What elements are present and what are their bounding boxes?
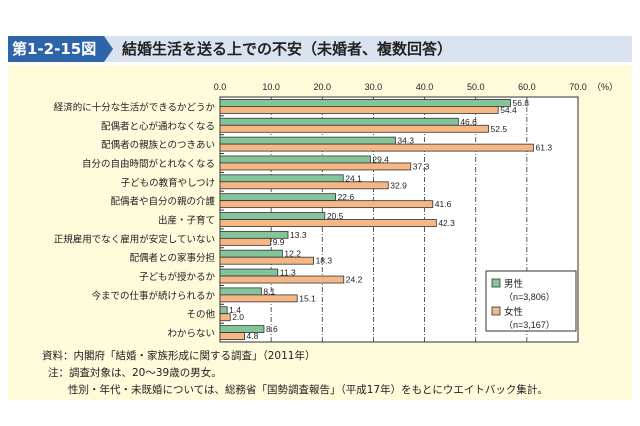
bar-male — [219, 306, 228, 315]
bar-female — [219, 256, 314, 265]
bar-female — [219, 294, 298, 303]
data-label: 37.3 — [413, 161, 430, 171]
category-label: 正規雇用でなく雇用が安定していない — [54, 233, 215, 245]
data-label: 32.9 — [390, 180, 407, 190]
bar-male — [219, 287, 262, 296]
data-label: 20.5 — [327, 211, 344, 221]
category-label: 自分の自由時間がとれなくなる — [82, 158, 215, 170]
bar-female — [219, 200, 434, 209]
data-label: 24.2 — [346, 275, 363, 285]
bar-female — [219, 124, 489, 133]
category-label: 経済的に十分な生活ができるかどうか — [54, 101, 216, 113]
unit-label: （%） — [592, 82, 618, 92]
category-label: 配偶者との家事分担 — [130, 252, 216, 264]
category-label: 配偶者と心が通わなくなる — [101, 120, 215, 132]
category-label: わからない — [167, 329, 215, 340]
bar-female — [219, 162, 412, 171]
bar-male — [219, 249, 283, 258]
data-label: 29.4 — [372, 154, 389, 164]
data-label: 8.1 — [263, 286, 275, 296]
data-label: 34.3 — [397, 136, 414, 146]
note-2: 性別・年代・未既婚については、総務省「国勢調査報告」（平成17年）をもとにウエイ… — [68, 384, 548, 396]
x-tick-label: 30.0 — [365, 82, 383, 92]
x-tick-label: 60.0 — [518, 82, 536, 92]
data-label: 24.1 — [345, 173, 362, 183]
legend-label: 男性 — [504, 278, 524, 290]
bar-male — [219, 212, 326, 220]
category-label: 配偶者や自分の親の介護 — [110, 196, 215, 208]
data-label: 54.4 — [500, 105, 517, 115]
figure-title: 結婚生活を送る上での不安（未婚者、複数回答） — [122, 40, 453, 58]
x-tick-label: 10.0 — [262, 82, 280, 92]
data-label: 2.0 — [232, 312, 244, 322]
bar-chart: 0.0 10.0 20.0 30.0 40.0 50.0 60.0 70.0 （%） 経済的に十分… — [54, 82, 618, 343]
figure-number: 第1-2-15図 — [8, 36, 104, 62]
bar-male — [219, 193, 336, 202]
figure-number-arrow — [104, 36, 113, 62]
bar-female — [219, 106, 499, 114]
legend-label: 女性 — [504, 306, 524, 318]
bar-male — [219, 99, 511, 107]
x-tick-label: 0.0 — [214, 82, 227, 92]
bar-female — [219, 143, 534, 152]
data-label: 56.8 — [512, 98, 529, 108]
legend — [485, 270, 577, 332]
data-label: 9.9 — [273, 237, 285, 247]
x-tick-label: 70.0 — [569, 82, 587, 92]
data-label: 13.3 — [290, 230, 307, 240]
x-tick-label: 40.0 — [416, 82, 434, 92]
data-label: 4.8 — [247, 331, 259, 341]
data-label: 11.3 — [280, 268, 296, 278]
bar-female — [219, 332, 245, 340]
data-label: 42.3 — [438, 218, 455, 228]
x-tick-label: 50.0 — [467, 82, 485, 92]
data-label: 18.3 — [316, 256, 333, 266]
data-label: 41.6 — [435, 199, 452, 209]
data-label: 46.6 — [460, 117, 477, 127]
legend-swatch — [491, 306, 501, 316]
legend-n-label: （n=3,167） — [504, 320, 555, 330]
data-label: 8.6 — [266, 324, 278, 334]
bar-female — [219, 313, 231, 322]
category-label: 今までの仕事が続けられるか — [91, 290, 215, 302]
bar-male — [219, 136, 396, 145]
legend-swatch — [491, 278, 501, 288]
data-label: 22.6 — [338, 192, 355, 202]
figure-header: 第1-2-15図 結婚生活を送る上での不安（未婚者、複数回答） — [8, 36, 632, 62]
note-1: 注：調査対象は、20～39歳の男女。 — [48, 367, 222, 379]
category-label: 子どもが授かるか — [139, 271, 216, 283]
chart-panel: 0.0 10.0 20.0 30.0 40.0 50.0 60.0 70.0 （%） 経済的に十分… — [8, 65, 632, 400]
bar-male — [219, 155, 371, 164]
bar-female — [219, 181, 389, 190]
category-label: その他 — [186, 309, 215, 321]
category-label: 子どもの教育やしつけ — [121, 177, 215, 189]
data-label: 12.2 — [284, 249, 301, 259]
data-label: 52.5 — [491, 124, 508, 134]
data-label: 61.3 — [536, 143, 553, 153]
category-label: 出産・子育て — [158, 215, 215, 227]
bar-female — [219, 275, 345, 284]
data-label: 1.4 — [229, 305, 241, 315]
bar-male — [219, 268, 279, 277]
data-label: 15.1 — [299, 293, 316, 303]
bar-female — [219, 219, 437, 227]
bar-male — [219, 174, 344, 183]
x-tick-label: 20.0 — [314, 82, 332, 92]
category-label: 配偶者の親族とのつきあい — [101, 139, 215, 151]
legend-n-label: （n=3,806） — [504, 292, 555, 302]
bar-female — [219, 237, 272, 246]
bar-male — [219, 117, 459, 126]
source-note: 資料：内閣府「結婚・家族形成に関する調査」（2011年） — [42, 350, 316, 362]
